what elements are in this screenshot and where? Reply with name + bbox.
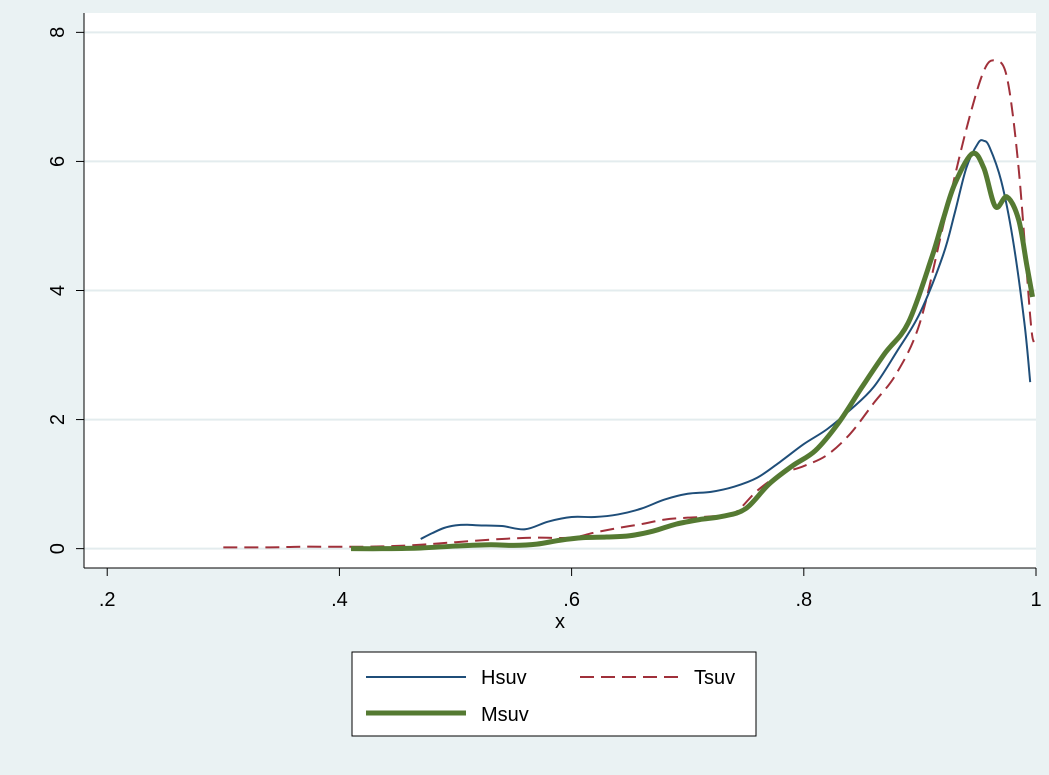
y-tick-label: 8: [47, 27, 69, 38]
y-tick-label: 6: [47, 156, 69, 167]
x-tick-label: .6: [563, 589, 580, 611]
legend-label-hsuv: Hsuv: [481, 667, 527, 689]
series: [223, 59, 1035, 552]
y-tick-label: 0: [47, 543, 69, 554]
legend: Hsuv Tsuv Msuv: [351, 651, 757, 737]
x-axis-label: x: [555, 611, 565, 633]
series-line-tsuv: [223, 59, 1035, 549]
ticks: 0 2 4 6 8 .2 .4 .6 .8 1: [47, 27, 1042, 611]
legend-label-msuv: Msuv: [481, 704, 529, 726]
x-tick-label: .8: [795, 589, 812, 611]
legend-box: [351, 651, 757, 737]
y-tick-label: 2: [47, 414, 69, 425]
gridlines: [84, 31, 1036, 550]
x-tick-label: .2: [99, 589, 116, 611]
legend-label-tsuv: Tsuv: [694, 667, 735, 689]
y-tick-label: 4: [47, 285, 69, 296]
x-tick-label: 1: [1030, 589, 1041, 611]
series-line-msuv: [351, 150, 1035, 552]
series-line-hsuv: [420, 139, 1032, 540]
x-tick-label: .4: [331, 589, 348, 611]
